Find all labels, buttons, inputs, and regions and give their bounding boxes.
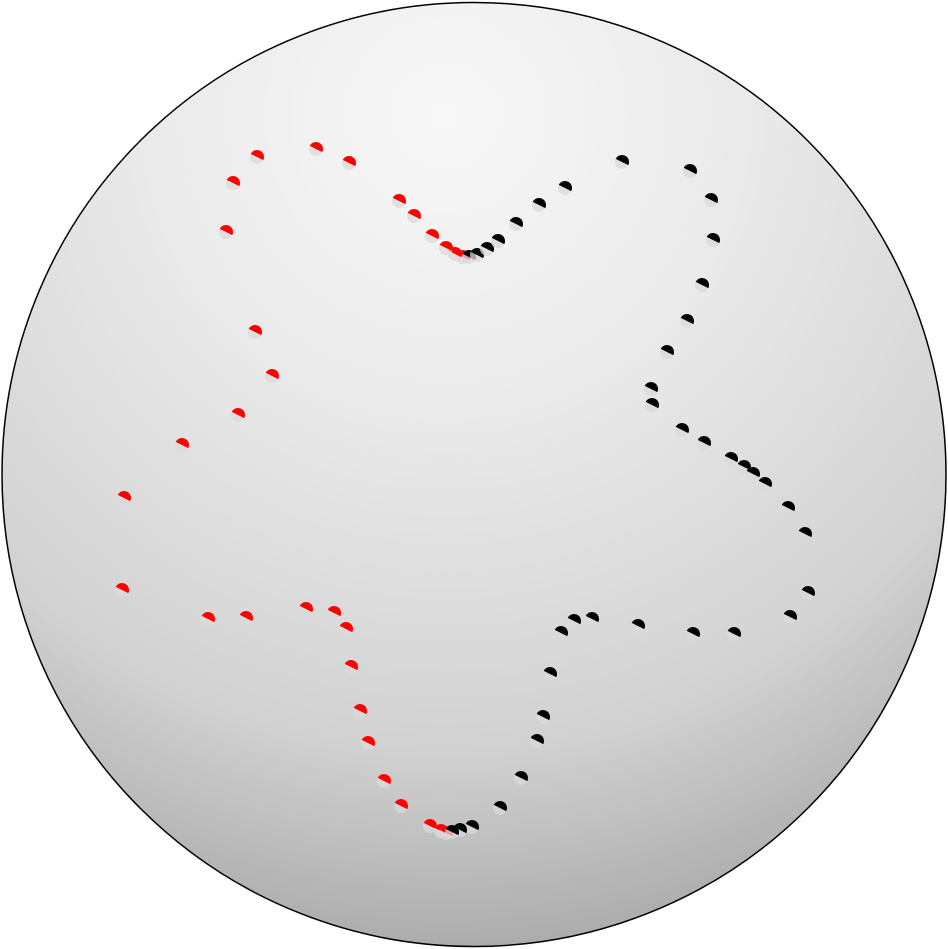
black-curve-point — [543, 667, 557, 681]
black-curve-point — [536, 710, 550, 724]
black-curve-point — [706, 233, 720, 247]
black-curve-point — [724, 452, 739, 466]
red-curve-point — [394, 799, 409, 813]
red-curve-point — [250, 150, 265, 164]
black-curve-point — [480, 241, 495, 256]
black-curve-point — [686, 627, 700, 641]
black-curve-point — [465, 820, 479, 834]
black-curve-point — [493, 801, 507, 815]
black-curve-point — [675, 422, 689, 437]
black-curve-point — [758, 476, 772, 491]
red-curve-point — [117, 491, 131, 505]
black-curve-point — [532, 197, 547, 212]
red-curve-point — [339, 621, 353, 636]
black-curve-point — [801, 586, 815, 600]
red-curve-point — [201, 612, 215, 626]
black-curve-point — [645, 398, 659, 412]
black-curve-point — [727, 627, 741, 641]
black-curve-point — [615, 155, 629, 169]
red-curve-point — [219, 225, 234, 239]
black-curve-points — [445, 155, 815, 839]
black-curve-point — [798, 527, 812, 541]
red-curve-point — [439, 241, 454, 255]
red-curve-point — [353, 704, 367, 718]
red-curve-point — [327, 605, 341, 620]
black-curve-point — [680, 313, 695, 328]
red-curve-point — [344, 659, 358, 674]
black-curve-point — [781, 500, 796, 515]
red-curve-point — [392, 194, 406, 208]
black-curve-point — [530, 733, 545, 748]
red-curve-point — [248, 325, 262, 339]
red-curve-point — [226, 176, 240, 190]
red-curve-point — [239, 611, 253, 625]
black-curve-point — [558, 181, 572, 195]
black-curve-point — [683, 164, 697, 178]
red-curve-point — [309, 142, 323, 156]
red-curve-point — [377, 774, 392, 788]
black-curve-point — [697, 435, 711, 450]
black-curve-point — [514, 771, 528, 785]
black-curve-point — [567, 614, 581, 628]
black-curve-point — [585, 612, 600, 626]
red-curve-point — [361, 736, 375, 750]
red-curve-point — [115, 583, 129, 597]
red-curve-point — [407, 209, 422, 223]
red-curve-points — [115, 142, 470, 840]
black-curve-point — [746, 467, 760, 481]
red-curve-point — [231, 408, 245, 422]
red-curve-point — [175, 438, 189, 452]
red-curve-point — [425, 229, 439, 243]
red-curve-point — [342, 156, 356, 170]
red-curve-point — [265, 369, 279, 383]
black-curve-point — [644, 382, 659, 396]
black-curve-point — [695, 277, 709, 292]
black-curve-point — [445, 825, 459, 839]
red-curve-point — [299, 602, 313, 616]
black-curve-point — [631, 619, 646, 633]
red-curve-point — [423, 819, 437, 833]
black-curve-point — [554, 626, 568, 640]
black-curve-point — [704, 193, 718, 207]
black-curve-point — [660, 344, 675, 359]
black-curve-point — [509, 217, 523, 231]
black-curve-point — [491, 234, 505, 248]
black-curve-point — [783, 610, 797, 624]
